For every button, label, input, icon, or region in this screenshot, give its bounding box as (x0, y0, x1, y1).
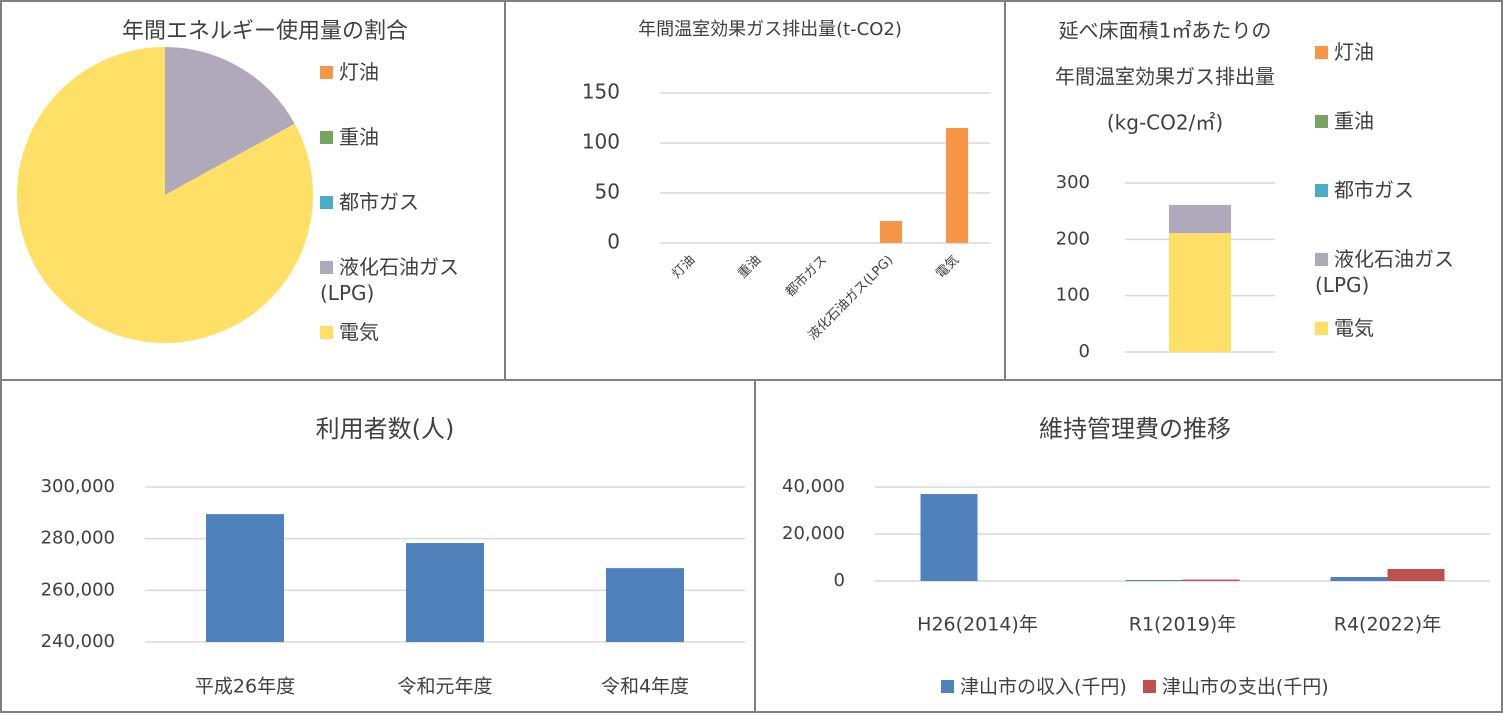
x-tick-label: 重油 (735, 252, 765, 282)
y-tick-label: 300 (1056, 172, 1090, 193)
bar (880, 221, 902, 243)
y-tick-label: 260,000 (41, 579, 115, 600)
legend-label: 津山市の収入(千円) (960, 676, 1127, 698)
x-tick-label: 都市ガス (782, 252, 830, 300)
y-tick-label: 20,000 (782, 523, 845, 544)
bar (1387, 569, 1445, 581)
chart-title: 利用者数(人) (316, 415, 455, 443)
chart-title: 維持管理費の推移 (1039, 415, 1231, 443)
bar (920, 494, 978, 581)
x-tick-label: 令和元年度 (397, 676, 492, 698)
y-tick-label: 240,000 (41, 631, 115, 652)
legend-label: 液化石油ガス(LPG) (1315, 247, 1454, 297)
legend-swatch (320, 326, 333, 339)
x-tick-label: 令和4年度 (601, 676, 689, 698)
legend-label: 重油 (1334, 109, 1374, 133)
legend-label: 電気 (1334, 316, 1374, 340)
legend-label: 重油 (339, 125, 379, 149)
legend-item: 液化石油ガス(LPG) (320, 254, 495, 306)
y-tick-label: 40,000 (782, 476, 845, 497)
bar (406, 543, 484, 642)
y-tick-label: 200 (1056, 228, 1090, 249)
legend-label: 都市ガス (339, 190, 419, 214)
legend-item: 灯油 (320, 59, 495, 85)
legend-label: 都市ガス (1334, 178, 1414, 202)
y-tick-label: 100 (582, 130, 620, 154)
pie-slice (165, 47, 295, 195)
legend-label: 灯油 (339, 60, 379, 84)
pie-slice (17, 47, 314, 343)
legend-item: 電気 (1315, 315, 1490, 341)
bar-segment (1169, 233, 1231, 352)
x-tick-label: H26(2014)年 (917, 614, 1038, 636)
y-tick-label: 300,000 (41, 476, 115, 497)
x-tick-label: 電気 (933, 252, 963, 282)
legend-item: 都市ガス (320, 189, 495, 215)
panel (754, 379, 1503, 713)
legend-item: 都市ガス (1315, 177, 1490, 203)
legend-swatch (320, 131, 333, 144)
bar (606, 568, 684, 642)
x-tick-label: 灯油 (669, 253, 698, 282)
y-tick-label: 0 (607, 230, 620, 254)
bar (1125, 580, 1183, 581)
legend-swatch (320, 196, 333, 209)
legend-swatch (1315, 46, 1328, 59)
legend-label: 津山市の支出(千円) (1161, 676, 1329, 698)
legend-item: 液化石油ガス(LPG) (1315, 246, 1490, 298)
bar (946, 128, 968, 243)
legend-label: 灯油 (1334, 40, 1374, 64)
x-tick-label: R1(2019)年 (1129, 614, 1236, 636)
legend-item: 重油 (1315, 108, 1490, 134)
chart-title: 年間エネルギー使用量の割合 (122, 19, 408, 44)
legend-swatch (320, 66, 333, 79)
chart-title: 延べ床面積1㎡あたりの (1059, 19, 1272, 43)
chart-title: 年間温室効果ガス排出量 (1055, 65, 1275, 89)
legend-swatch (320, 261, 333, 274)
legend-swatch (1315, 184, 1328, 197)
y-tick-label: 280,000 (41, 528, 115, 549)
bar (1182, 579, 1240, 581)
legend-swatch (1142, 680, 1156, 693)
legend: 津山市の収入(千円) 津山市の支出(千円) (941, 672, 1329, 699)
bar-segment (1169, 204, 1231, 234)
panel (504, 0, 1006, 381)
y-tick-label: 0 (1079, 341, 1090, 362)
y-tick-label: 100 (1056, 285, 1090, 306)
legend-label: 電気 (339, 320, 379, 344)
chart-title: (kg-CO2/㎡) (1107, 111, 1223, 135)
bar (1330, 577, 1388, 581)
legend-item: 重油 (320, 124, 495, 150)
legend-item: 灯油 (1315, 39, 1490, 65)
y-tick-label: 50 (595, 180, 620, 204)
legend-swatch (1315, 115, 1328, 128)
legend-label: 液化石油ガス(LPG) (320, 255, 459, 305)
x-tick-label: 平成26年度 (195, 676, 295, 698)
legend-swatch (941, 680, 954, 693)
legend-swatch (1315, 322, 1328, 335)
y-tick-label: 0 (834, 570, 845, 591)
legend-item: 電気 (320, 319, 495, 345)
y-tick-label: 150 (582, 80, 620, 104)
chart-title: 年間温室効果ガス排出量(t-CO2) (638, 19, 902, 40)
legend-swatch (1315, 253, 1328, 266)
x-tick-label: R4(2022)年 (1334, 614, 1441, 636)
bar (206, 514, 284, 642)
